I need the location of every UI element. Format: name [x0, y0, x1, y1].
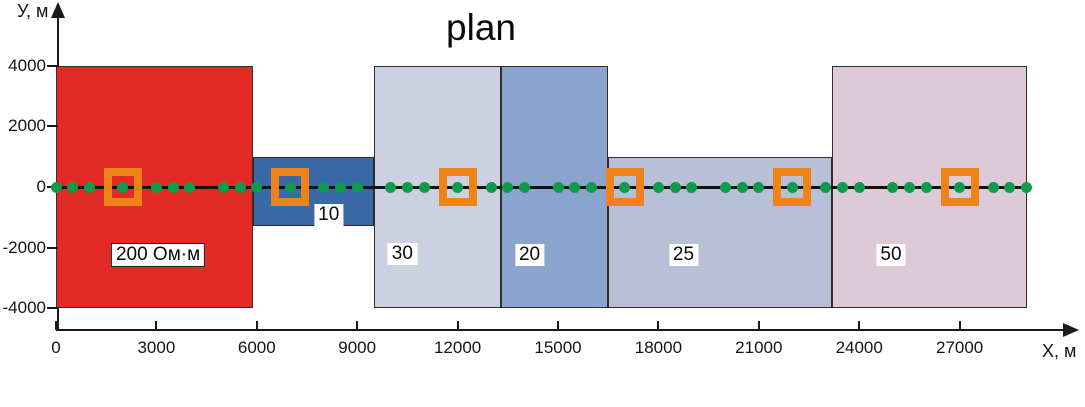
station-dot: [853, 181, 865, 193]
x-tick: [55, 321, 57, 330]
y-axis-arrow-icon: [51, 2, 65, 18]
station-dot: [167, 181, 179, 193]
station-dot: [552, 181, 564, 193]
y-tick-label: -2000: [2, 237, 46, 257]
station-dot: [736, 181, 748, 193]
x-tick-label: 3000: [137, 338, 176, 357]
station-dot: [217, 181, 229, 193]
zone-label-10: 10: [314, 203, 344, 226]
station-dot: [351, 181, 363, 193]
zone-label-200: 200 Ом·м: [110, 243, 206, 268]
station-dot: [401, 181, 413, 193]
x-tick: [657, 321, 660, 330]
x-tick-label: 27000: [935, 338, 984, 357]
x-tick-label: 21000: [735, 338, 783, 357]
station-dot: [820, 181, 832, 193]
station-dot: [836, 181, 848, 193]
y-tick: [47, 307, 58, 310]
x-tick: [557, 321, 559, 330]
station-dot: [669, 181, 681, 193]
station-dot: [184, 181, 196, 193]
y-tick-label: -4000: [2, 298, 46, 318]
station-dot: [502, 181, 514, 193]
zone-label-50: 50: [876, 244, 906, 267]
y-tick: [47, 246, 58, 249]
station-dot: [385, 181, 397, 193]
station-dot: [234, 181, 246, 193]
x-tick-label: 9000: [338, 338, 377, 357]
base-station-marker: [103, 168, 142, 206]
x-tick-label: 24000: [835, 338, 883, 357]
station-dot: [83, 181, 95, 193]
zone-label-25: 25: [668, 244, 699, 267]
base-station-marker: [605, 168, 644, 206]
station-dot: [786, 181, 798, 193]
station-dot: [619, 181, 631, 193]
station-dot: [50, 181, 62, 193]
x-tick: [757, 321, 760, 330]
profile-line: [56, 186, 1027, 189]
station-dot: [117, 181, 129, 193]
x-tick-label: 0: [51, 338, 61, 357]
x-axis-label: X, м: [1042, 341, 1077, 361]
x-axis-arrow-icon: [1063, 323, 1079, 337]
x-tick: [456, 321, 459, 330]
x-tick: [155, 321, 158, 330]
station-dot: [753, 181, 765, 193]
x-tick-label: 15000: [534, 338, 582, 357]
station-dot: [719, 181, 731, 193]
station-dot: [251, 181, 263, 193]
station-dot: [903, 181, 915, 193]
base-station-marker: [940, 168, 979, 206]
y-tick: [47, 64, 58, 67]
station-dot: [418, 181, 430, 193]
x-tick: [356, 321, 359, 330]
base-station-marker: [271, 168, 310, 206]
y-tick-label: 2000: [8, 116, 46, 136]
x-tick: [255, 321, 258, 330]
station-dot: [67, 181, 79, 193]
zone-label-20: 20: [514, 244, 545, 267]
station-dot: [887, 181, 899, 193]
y-axis-label: У, м: [17, 1, 49, 21]
x-tick-label: 6000: [237, 338, 276, 357]
figure-title: plan: [446, 7, 516, 48]
x-tick-label: 18000: [634, 338, 683, 357]
zone-label-30: 30: [387, 242, 417, 265]
station-dot: [686, 181, 698, 193]
station-dot: [569, 181, 581, 193]
station-dot: [318, 181, 330, 193]
station-dot: [652, 181, 664, 193]
x-tick: [858, 321, 861, 330]
y-tick-label: 4000: [8, 55, 46, 75]
station-dot: [284, 181, 296, 193]
station-dot: [1021, 181, 1033, 193]
station-dot: [485, 181, 497, 193]
station-dot: [987, 181, 999, 193]
station-dot: [954, 181, 966, 193]
station-dot: [334, 181, 346, 193]
y-tick: [47, 125, 58, 128]
base-station-marker: [438, 168, 477, 206]
x-tick: [958, 321, 961, 330]
station-dot: [585, 181, 597, 193]
base-station-marker: [773, 168, 812, 206]
y-tick-label: 0: [36, 177, 46, 196]
station-dot: [150, 181, 162, 193]
station-dot: [920, 181, 932, 193]
station-dot: [1004, 181, 1016, 193]
station-dot: [452, 181, 464, 193]
x-axis: [56, 329, 1066, 331]
x-tick-label: 12000: [433, 338, 482, 357]
station-dot: [519, 181, 531, 193]
